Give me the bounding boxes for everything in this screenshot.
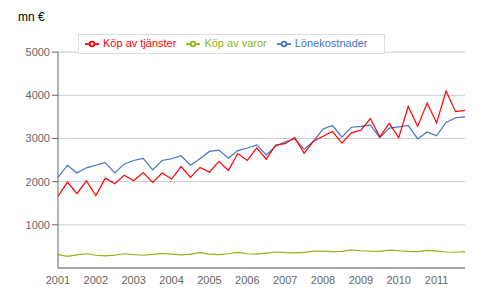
svg-text:2010: 2010 — [387, 274, 411, 286]
svg-text:2009: 2009 — [349, 274, 373, 286]
svg-text:2000: 2000 — [26, 176, 50, 188]
svg-text:2002: 2002 — [84, 274, 108, 286]
html-text:mn €: mn € — [18, 10, 45, 24]
svg-text:2004: 2004 — [159, 274, 183, 286]
svg-text:2007: 2007 — [273, 274, 297, 286]
svg-text:2001: 2001 — [46, 274, 70, 286]
svg-text:1000: 1000 — [26, 219, 50, 231]
svg-text:2008: 2008 — [311, 274, 335, 286]
svg-text:3000: 3000 — [26, 132, 50, 144]
html-text:Köp av tjänster: Köp av tjänster — [103, 37, 177, 49]
html-text:Lönekostnader: Lönekostnader — [294, 37, 368, 49]
html-text:Köp av varor: Köp av varor — [204, 37, 267, 49]
svg-text:2003: 2003 — [121, 274, 145, 286]
svg-text:2011: 2011 — [425, 274, 449, 286]
svg-text:4000: 4000 — [26, 89, 50, 101]
svg-text:2005: 2005 — [197, 274, 221, 286]
svg-text:2006: 2006 — [235, 274, 259, 286]
svg-text:5000: 5000 — [26, 46, 50, 58]
